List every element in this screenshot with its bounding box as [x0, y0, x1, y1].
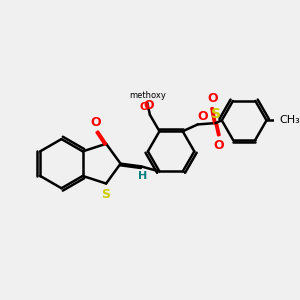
Text: S: S — [102, 188, 111, 201]
Text: CH₃: CH₃ — [279, 115, 300, 125]
Text: O: O — [139, 102, 148, 112]
Text: S: S — [211, 107, 221, 121]
Text: methoxy: methoxy — [129, 91, 166, 100]
Text: O: O — [213, 139, 224, 152]
Text: O: O — [198, 110, 208, 123]
Text: O: O — [143, 99, 154, 112]
Text: O: O — [207, 92, 218, 105]
Text: H: H — [138, 171, 147, 181]
Text: O: O — [90, 116, 101, 129]
